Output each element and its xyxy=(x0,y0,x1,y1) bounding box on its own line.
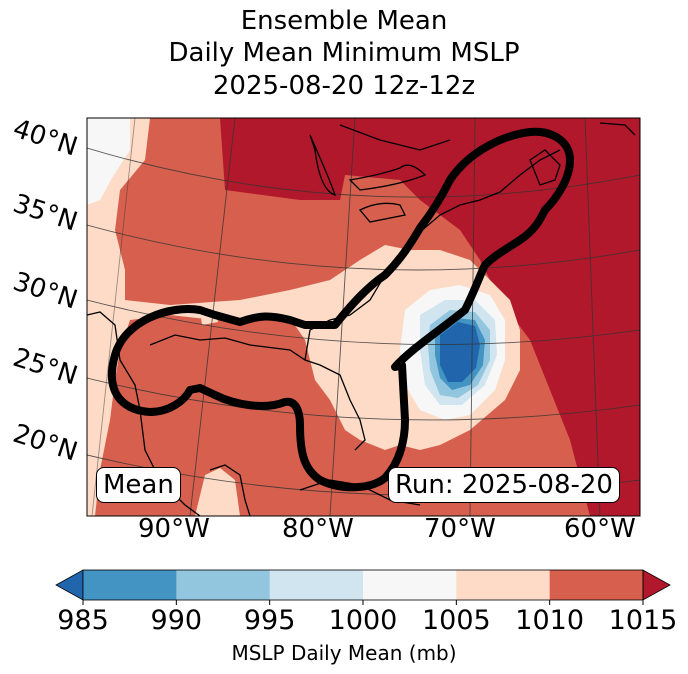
colorbar-extend-high xyxy=(642,569,671,601)
lon-label-70w: 70°W xyxy=(424,514,496,544)
colorbar-bin xyxy=(456,570,551,600)
mslp-field xyxy=(87,118,640,516)
colorbar-tick-label: 985 xyxy=(57,605,109,636)
field-1005-1010-yucatan xyxy=(195,468,240,516)
colorbar-bin xyxy=(269,570,364,600)
lon-label-60w: 60°W xyxy=(564,514,636,544)
map-frame xyxy=(86,117,641,517)
colorbar-tick-label: 1010 xyxy=(515,605,585,636)
colorbar xyxy=(55,569,671,605)
colorbar-tick-label: 995 xyxy=(243,605,296,636)
title-line-2: Daily Mean Minimum MSLP xyxy=(168,38,520,68)
mean-label-box: Mean xyxy=(96,467,181,503)
colorbar-tick-label: 1015 xyxy=(608,605,678,636)
field-1000-1005 xyxy=(87,118,130,205)
field-lt985 xyxy=(440,322,480,382)
colorbar-tick-label: 1005 xyxy=(421,605,491,636)
colorbar-extend-low xyxy=(55,569,84,601)
lon-label-80w: 80°W xyxy=(282,514,354,544)
colorbar-tick-label: 1000 xyxy=(328,605,398,636)
run-date-box: Run: 2025-08-20 xyxy=(388,467,620,503)
lon-label-90w: 90°W xyxy=(138,514,210,544)
colorbar-bin xyxy=(549,570,644,600)
colorbar-label: MSLP Daily Mean (mb) xyxy=(231,641,457,665)
colorbar-bin xyxy=(83,570,177,600)
colorbar-bin xyxy=(363,570,457,600)
colorbar-bin xyxy=(176,570,271,600)
colorbar-tick-label: 990 xyxy=(150,605,203,636)
field-1005-1010 xyxy=(87,118,520,516)
ensemble-outline xyxy=(107,127,574,492)
title-line-1: Ensemble Mean xyxy=(240,6,448,36)
title-line-3: 2025-08-20 12z-12z xyxy=(212,71,476,101)
